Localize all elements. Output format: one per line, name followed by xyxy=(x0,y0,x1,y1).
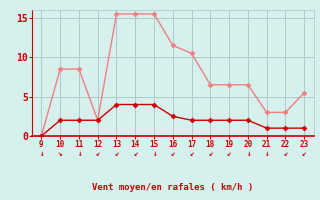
Text: Vent moyen/en rafales ( km/h ): Vent moyen/en rafales ( km/h ) xyxy=(92,183,253,192)
Text: ↙: ↙ xyxy=(208,148,213,158)
Text: ↙: ↙ xyxy=(189,148,194,158)
Text: ↙: ↙ xyxy=(114,148,119,158)
Text: ↙: ↙ xyxy=(302,148,307,158)
Text: ↙: ↙ xyxy=(133,148,138,158)
Text: ↙: ↙ xyxy=(95,148,100,158)
Text: ↓: ↓ xyxy=(264,148,269,158)
Text: ↘: ↘ xyxy=(58,148,62,158)
Text: ↙: ↙ xyxy=(227,148,231,158)
Text: ↙: ↙ xyxy=(171,148,175,158)
Text: ↓: ↓ xyxy=(39,148,44,158)
Text: ↓: ↓ xyxy=(76,148,81,158)
Text: ↙: ↙ xyxy=(283,148,288,158)
Text: ↓: ↓ xyxy=(245,148,250,158)
Text: ↓: ↓ xyxy=(152,148,156,158)
